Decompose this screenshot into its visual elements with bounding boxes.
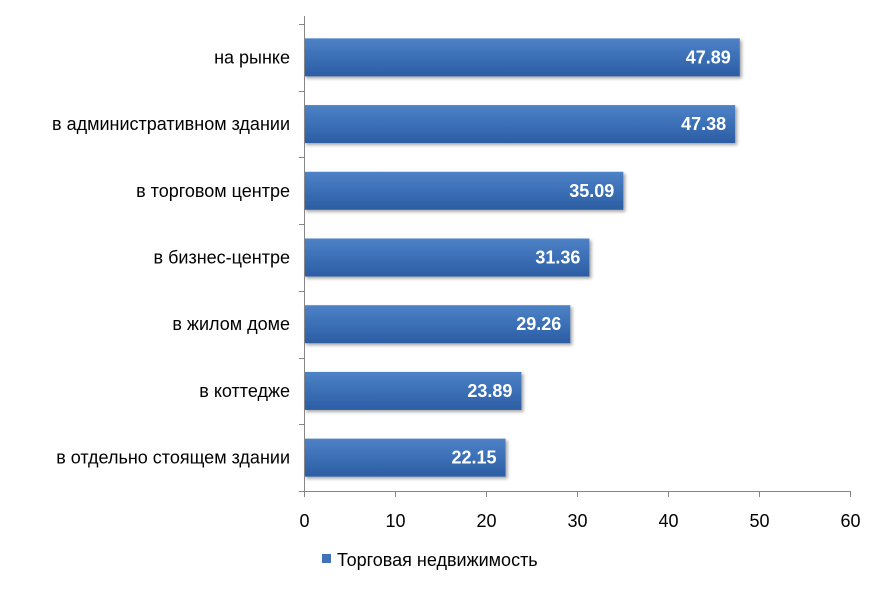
category-label: в отдельно стоящем здании [56,448,290,468]
data-label: 23.89 [467,381,512,401]
data-label: 22.15 [452,448,497,468]
bar [304,105,736,144]
category-label: в торговом центре [136,181,290,201]
x-tick-label: 10 [385,511,405,531]
category-label: в административном здании [52,114,290,134]
bar [304,238,590,277]
bar [304,38,740,77]
category-label: в коттедже [199,381,290,401]
legend-label: Торговая недвижимость [337,550,538,570]
axis-layer: 0 10 20 30 40 50 60 [299,16,861,531]
x-tick-label: 60 [840,511,860,531]
x-tick-label: 30 [567,511,587,531]
data-label: 47.38 [681,114,726,134]
data-label: 35.09 [569,181,614,201]
bar [304,171,624,210]
data-label: 31.36 [535,248,580,268]
x-tick-label: 20 [476,511,496,531]
x-tick-label: 40 [658,511,678,531]
bars-layer: на рынке 47.89 в административном здании 47… [52,38,740,477]
x-tick-label: 50 [749,511,769,531]
bar [304,438,506,477]
data-label: 29.26 [516,314,561,334]
bar [304,371,522,410]
bar [304,305,571,344]
x-tick-label: 0 [299,511,309,531]
category-label: в жилом доме [172,314,290,334]
category-label: на рынке [214,47,290,67]
legend: Торговая недвижимость [322,550,538,570]
category-label: в бизнес-центре [154,248,290,268]
data-label: 47.89 [686,47,731,67]
legend-swatch [322,554,331,563]
